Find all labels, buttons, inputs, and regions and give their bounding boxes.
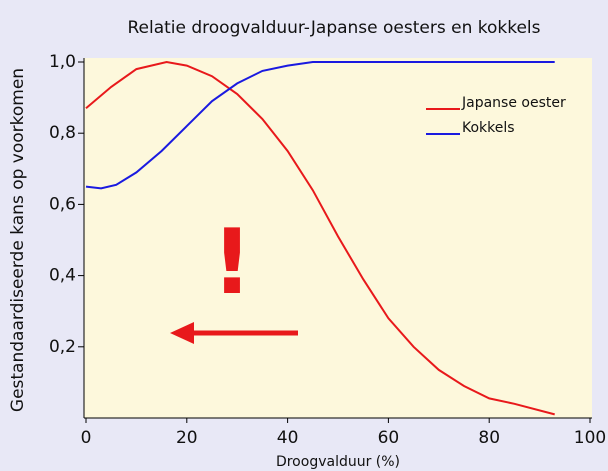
- x-axis-label: Droogvalduur (%): [276, 454, 400, 470]
- y-tick-label: 0,4: [49, 266, 76, 286]
- y-tick-label: 0,2: [49, 337, 76, 357]
- y-tick-label: 0,8: [49, 123, 76, 143]
- x-tick-label: 0: [81, 428, 92, 448]
- y-tick-label: 1,0: [49, 52, 76, 72]
- chart-title: Relatie droogvalduur-Japanse oesters en …: [127, 18, 540, 38]
- x-tick-label: 20: [176, 428, 198, 448]
- series-line: [85, 61, 555, 190]
- x-tick-label: 40: [277, 428, 299, 448]
- legend-label: Japanse oester: [461, 95, 566, 111]
- x-tick-label: 60: [378, 428, 400, 448]
- arrow-head: [170, 322, 194, 344]
- exclamation: !: [211, 210, 252, 315]
- series-line: [85, 60, 555, 416]
- x-tick-label: 80: [478, 428, 500, 448]
- legend-label: Kokkels: [462, 120, 515, 136]
- y-axis-label: Gestandaardiseerde kans op voorkomen: [8, 68, 28, 412]
- x-tick-label: 100: [574, 428, 606, 448]
- y-tick-label: 0,6: [49, 194, 76, 214]
